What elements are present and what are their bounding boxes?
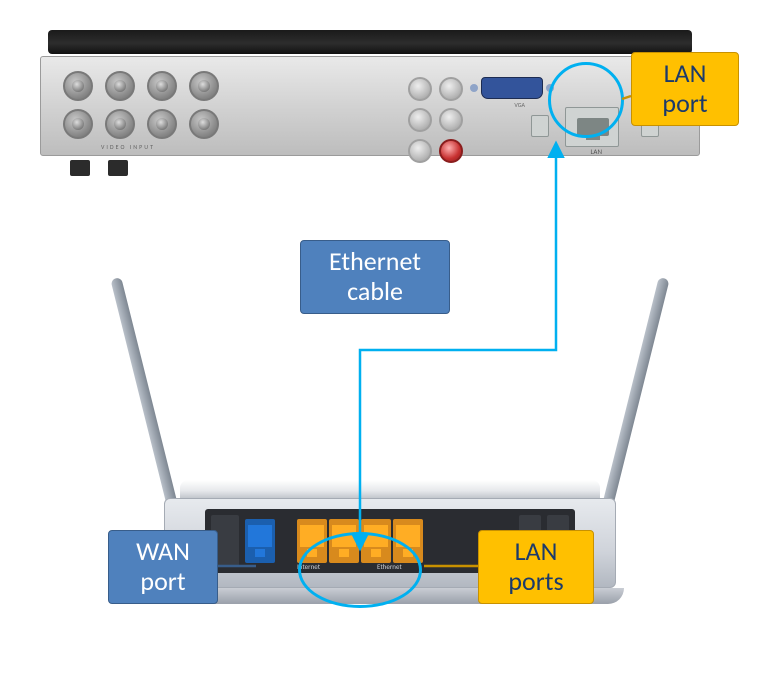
bnc-connector-grid (63, 71, 223, 143)
router-lan-highlight-ellipse (298, 532, 422, 608)
router-top-edge (180, 480, 600, 498)
callout-text: LAN (664, 57, 707, 89)
vga-label: VGA (514, 101, 525, 109)
bnc-port (147, 71, 177, 101)
callout-text: WAN (136, 535, 190, 567)
callout-text: cable (347, 275, 403, 307)
callout-text: Ethernet (329, 245, 421, 277)
callout-text: LAN (515, 535, 558, 567)
rca-port (439, 77, 463, 101)
rca-port-red (439, 139, 463, 163)
dvr-foot (108, 160, 128, 176)
diagram-canvas: VIDEO INPUT VGA LAN (0, 0, 781, 688)
callout-text: port (662, 87, 707, 119)
callout-text: port (140, 565, 185, 597)
router-wan-port (245, 519, 275, 563)
dvr-lan-callout: LAN port (631, 52, 739, 126)
bnc-port (63, 109, 93, 139)
bnc-port (105, 71, 135, 101)
vga-port (481, 77, 543, 99)
dvr-feet (40, 160, 700, 176)
rca-port (408, 108, 432, 132)
wan-port-callout: WAN port (108, 530, 218, 604)
rca-port (408, 139, 432, 163)
bnc-port (189, 71, 219, 101)
dvr-lan-label: LAN (590, 147, 602, 156)
bnc-port (189, 109, 219, 139)
dvr-lan-highlight-circle (548, 62, 624, 138)
video-input-label: VIDEO INPUT (101, 143, 155, 151)
bnc-port (105, 109, 135, 139)
ethernet-cable-callout: Ethernet cable (300, 240, 450, 314)
audio-rca-grid (408, 77, 467, 167)
rca-port (439, 108, 463, 132)
usb-port (531, 115, 549, 137)
bnc-port (63, 71, 93, 101)
bnc-port (147, 109, 177, 139)
rca-port (408, 77, 432, 101)
dvr-top-bezel (48, 30, 692, 54)
dvr-foot (70, 160, 90, 176)
router-lan-callout: LAN ports (478, 530, 594, 604)
callout-text: ports (508, 565, 563, 597)
